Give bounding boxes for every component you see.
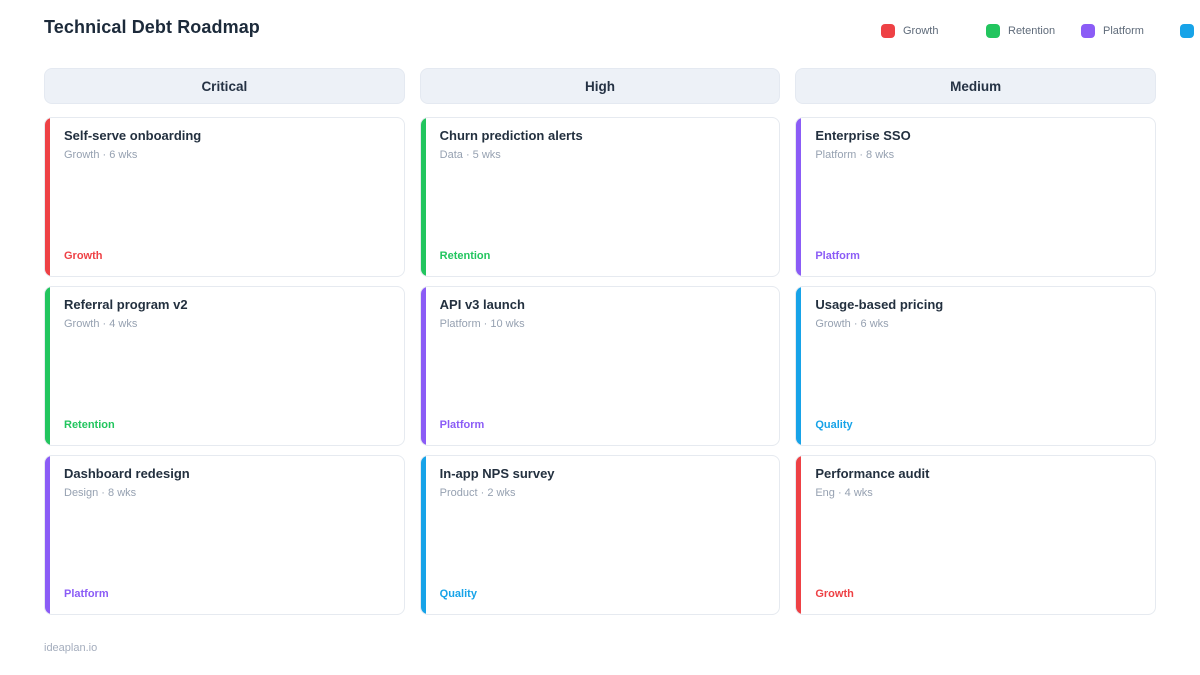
legend-item-platform: Platform (1081, 24, 1144, 38)
card-body: Performance audit Eng · 4 wks Growth (815, 466, 1143, 602)
footer-brand: ideaplan.io (44, 642, 98, 654)
card-title: Churn prediction alerts (439, 128, 583, 143)
card-referral-program-v2[interactable]: Referral program v2 Growth · 4 wks Reten… (44, 286, 405, 446)
card-color-stripe (45, 456, 50, 614)
card-meta: Design · 8 wks (64, 487, 137, 500)
legend-item-quality-cutoff (1180, 24, 1200, 38)
card-color-stripe (420, 456, 426, 614)
legend-swatch-retention (986, 24, 1000, 38)
card-color-stripe (420, 287, 426, 445)
card-body: Usage-based pricing Growth · 6 wks Quali… (815, 297, 1143, 433)
legend-item-retention: Retention (986, 24, 1055, 38)
card-meta: Platform · 8 wks (815, 149, 895, 162)
card-color-stripe (420, 118, 426, 276)
card-tag: Platform (815, 250, 860, 262)
card-color-stripe (45, 118, 50, 276)
card-performance-audit[interactable]: Performance audit Eng · 4 wks Growth (795, 455, 1156, 615)
card-meta: Eng · 4 wks (815, 487, 873, 500)
legend-item-growth: Growth (881, 24, 938, 38)
legend-swatch-quality (1180, 24, 1194, 38)
card-dashboard-redesign[interactable]: Dashboard redesign Design · 8 wks Platfo… (44, 455, 405, 615)
legend-swatch-platform (1081, 24, 1095, 38)
column-header: Critical (44, 68, 405, 104)
card-title: Dashboard redesign (64, 466, 190, 481)
card-color-stripe (796, 287, 802, 445)
card-tag: Platform (64, 588, 109, 600)
card-tag: Retention (439, 250, 491, 262)
card-title: Enterprise SSO (815, 128, 911, 143)
card-self-serve-onboarding[interactable]: Self-serve onboarding Growth · 6 wks Gro… (44, 117, 405, 277)
card-body: Dashboard redesign Design · 8 wks Platfo… (64, 466, 392, 602)
card-meta: Platform · 10 wks (439, 318, 525, 331)
card-api-v3-launch[interactable]: API v3 launch Platform · 10 wks Platform (419, 286, 781, 446)
card-enterprise-sso[interactable]: Enterprise SSO Platform · 8 wks Platform (795, 117, 1156, 277)
card-meta: Growth · 4 wks (64, 318, 138, 331)
card-body: In-app NPS survey Product · 2 wks Qualit… (440, 466, 768, 602)
card-title: Self-serve onboarding (64, 128, 202, 143)
roadmap-board: Critical Self-serve onboarding Growth · … (44, 68, 1156, 624)
card-body: Enterprise SSO Platform · 8 wks Platform (815, 128, 1143, 264)
card-tag: Retention (64, 419, 115, 431)
card-title: In-app NPS survey (439, 466, 555, 481)
legend-swatch-growth (881, 24, 895, 38)
card-usage-based-pricing[interactable]: Usage-based pricing Growth · 6 wks Quali… (795, 286, 1156, 446)
column-header: High (419, 68, 781, 104)
card-title: API v3 launch (439, 297, 525, 312)
top-bar: Technical Debt Roadmap Growth Retention … (0, 0, 1200, 60)
card-meta: Growth · 6 wks (815, 318, 889, 331)
legend-label: Platform (1103, 25, 1144, 37)
card-body: Churn prediction alerts Data · 5 wks Ret… (440, 128, 768, 264)
card-tag: Quality (815, 419, 853, 431)
column-header: Medium (795, 68, 1156, 104)
card-body: API v3 launch Platform · 10 wks Platform (440, 297, 768, 433)
card-body: Referral program v2 Growth · 4 wks Reten… (64, 297, 392, 433)
card-title: Referral program v2 (64, 297, 188, 312)
card-in-app-nps-survey[interactable]: In-app NPS survey Product · 2 wks Qualit… (419, 455, 781, 615)
card-tag: Growth (64, 250, 103, 262)
card-title: Performance audit (815, 466, 930, 481)
legend-label: Retention (1008, 25, 1056, 37)
card-tag: Growth (815, 588, 854, 600)
column-high: High Churn prediction alerts Data · 5 wk… (419, 68, 781, 624)
card-meta: Data · 5 wks (439, 149, 501, 162)
card-color-stripe (796, 456, 802, 614)
page-title: Technical Debt Roadmap (44, 17, 260, 37)
card-body: Self-serve onboarding Growth · 6 wks Gro… (64, 128, 392, 264)
legend-label: Growth (903, 25, 939, 37)
card-title: Usage-based pricing (815, 297, 944, 312)
card-meta: Growth · 6 wks (64, 149, 138, 162)
card-tag: Platform (439, 419, 485, 431)
column-medium: Medium Enterprise SSO Platform · 8 wks P… (795, 68, 1156, 624)
card-color-stripe (796, 118, 802, 276)
card-meta: Product · 2 wks (439, 487, 516, 500)
card-churn-prediction-alerts[interactable]: Churn prediction alerts Data · 5 wks Ret… (419, 117, 781, 277)
card-color-stripe (45, 287, 50, 445)
column-critical: Critical Self-serve onboarding Growth · … (44, 68, 405, 624)
card-tag: Quality (439, 588, 477, 600)
